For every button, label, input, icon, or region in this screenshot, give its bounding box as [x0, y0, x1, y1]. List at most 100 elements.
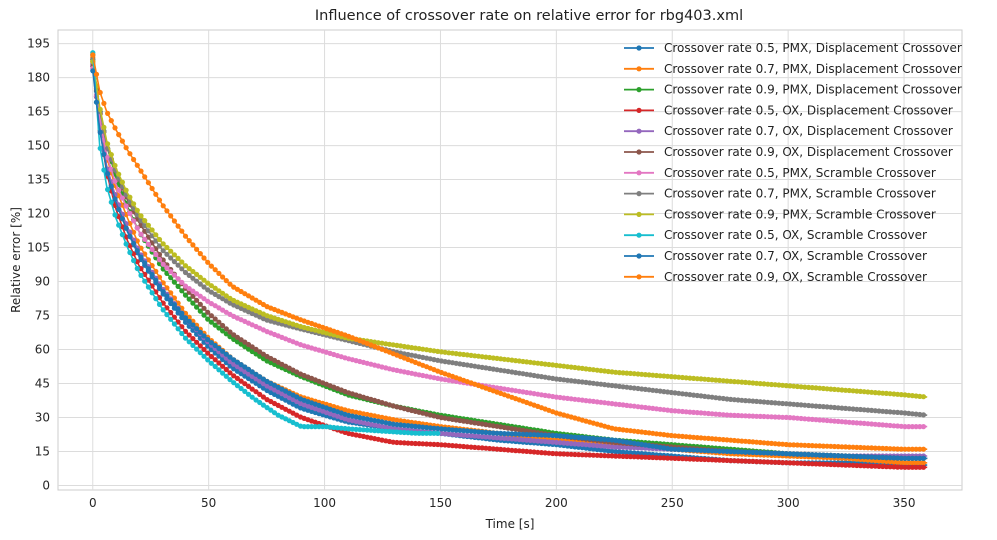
data-point — [334, 425, 341, 431]
data-point — [220, 348, 226, 354]
data-point — [657, 373, 663, 379]
data-point — [331, 424, 337, 431]
data-point — [190, 322, 196, 328]
series-layer — [90, 50, 928, 470]
data-point — [205, 309, 211, 315]
data-point — [839, 444, 845, 450]
data-point — [802, 384, 808, 390]
data-point — [156, 301, 163, 307]
data-point — [427, 441, 433, 447]
data-point — [505, 357, 511, 363]
data-point — [817, 452, 823, 458]
data-point — [149, 272, 155, 278]
data-point — [123, 225, 129, 231]
data-point — [97, 129, 103, 135]
data-point — [880, 445, 886, 451]
series-4 — [90, 59, 928, 470]
data-point — [513, 448, 519, 454]
data-point — [765, 459, 771, 465]
data-point — [887, 455, 893, 461]
data-point — [123, 241, 129, 247]
data-point — [138, 213, 144, 219]
data-point — [757, 413, 763, 419]
data-point — [175, 283, 181, 289]
data-point — [668, 455, 674, 461]
data-point — [902, 446, 908, 452]
data-point — [583, 452, 589, 458]
data-point — [761, 399, 767, 405]
data-point — [780, 450, 786, 457]
legend-swatch-marker — [636, 128, 642, 134]
data-point — [513, 431, 519, 437]
data-point — [876, 445, 882, 451]
data-point — [475, 429, 482, 435]
data-point — [212, 316, 218, 322]
legend-label: Crossover rate 0.9, PMX, Displacement Cr… — [664, 83, 962, 97]
data-point — [194, 278, 200, 284]
legend-item: Crossover rate 0.9, PMX, Displacement Cr… — [624, 83, 962, 97]
data-point — [531, 432, 537, 438]
data-point — [357, 427, 363, 433]
data-point — [234, 383, 240, 389]
data-point — [205, 259, 211, 265]
data-point — [364, 427, 370, 433]
y-tick-label: 15 — [35, 444, 50, 458]
data-point — [602, 453, 608, 459]
data-point — [854, 462, 860, 469]
data-point — [208, 283, 214, 289]
data-point — [716, 436, 723, 442]
x-tick-label: 350 — [893, 496, 916, 510]
data-point — [223, 373, 229, 379]
data-point — [234, 375, 240, 381]
data-point — [694, 456, 700, 462]
data-point — [220, 322, 226, 329]
data-point — [590, 442, 597, 448]
data-point — [197, 293, 203, 299]
legend-item: Crossover rate 0.5, OX, Scramble Crossov… — [624, 228, 927, 242]
data-point — [416, 441, 422, 447]
data-point — [416, 430, 422, 436]
data-point — [108, 199, 114, 205]
data-point — [561, 451, 567, 457]
legend-swatch-marker — [636, 66, 642, 72]
data-point — [920, 446, 927, 452]
data-point — [880, 454, 886, 460]
data-point — [813, 461, 819, 467]
data-point — [728, 448, 734, 455]
data-point — [249, 373, 255, 379]
x-tick-label: 250 — [661, 496, 684, 510]
data-point — [197, 251, 203, 257]
data-point — [127, 151, 133, 157]
legend-item: Crossover rate 0.9, OX, Scramble Crossov… — [624, 270, 927, 284]
data-point — [716, 457, 723, 463]
data-point — [90, 52, 96, 58]
data-point — [449, 443, 456, 449]
data-point — [520, 431, 526, 437]
data-point — [186, 318, 192, 324]
data-point — [171, 218, 177, 224]
data-point — [349, 426, 355, 432]
data-point — [464, 352, 470, 358]
data-point — [498, 430, 504, 436]
data-point — [631, 454, 637, 460]
data-point — [464, 428, 470, 434]
data-point — [131, 156, 137, 163]
data-point — [694, 447, 700, 453]
data-point — [876, 454, 882, 460]
data-point — [138, 231, 144, 237]
data-point — [535, 432, 541, 438]
data-point — [616, 444, 623, 450]
data-point — [164, 208, 170, 214]
data-point — [824, 461, 830, 467]
data-point — [791, 451, 797, 457]
data-point — [494, 430, 500, 436]
data-point — [824, 443, 830, 449]
y-tick-label: 150 — [27, 139, 50, 153]
data-point — [119, 216, 125, 222]
data-point — [123, 145, 129, 151]
data-point — [216, 319, 222, 325]
data-point — [802, 402, 808, 408]
data-point — [631, 445, 637, 451]
data-point — [783, 460, 789, 466]
